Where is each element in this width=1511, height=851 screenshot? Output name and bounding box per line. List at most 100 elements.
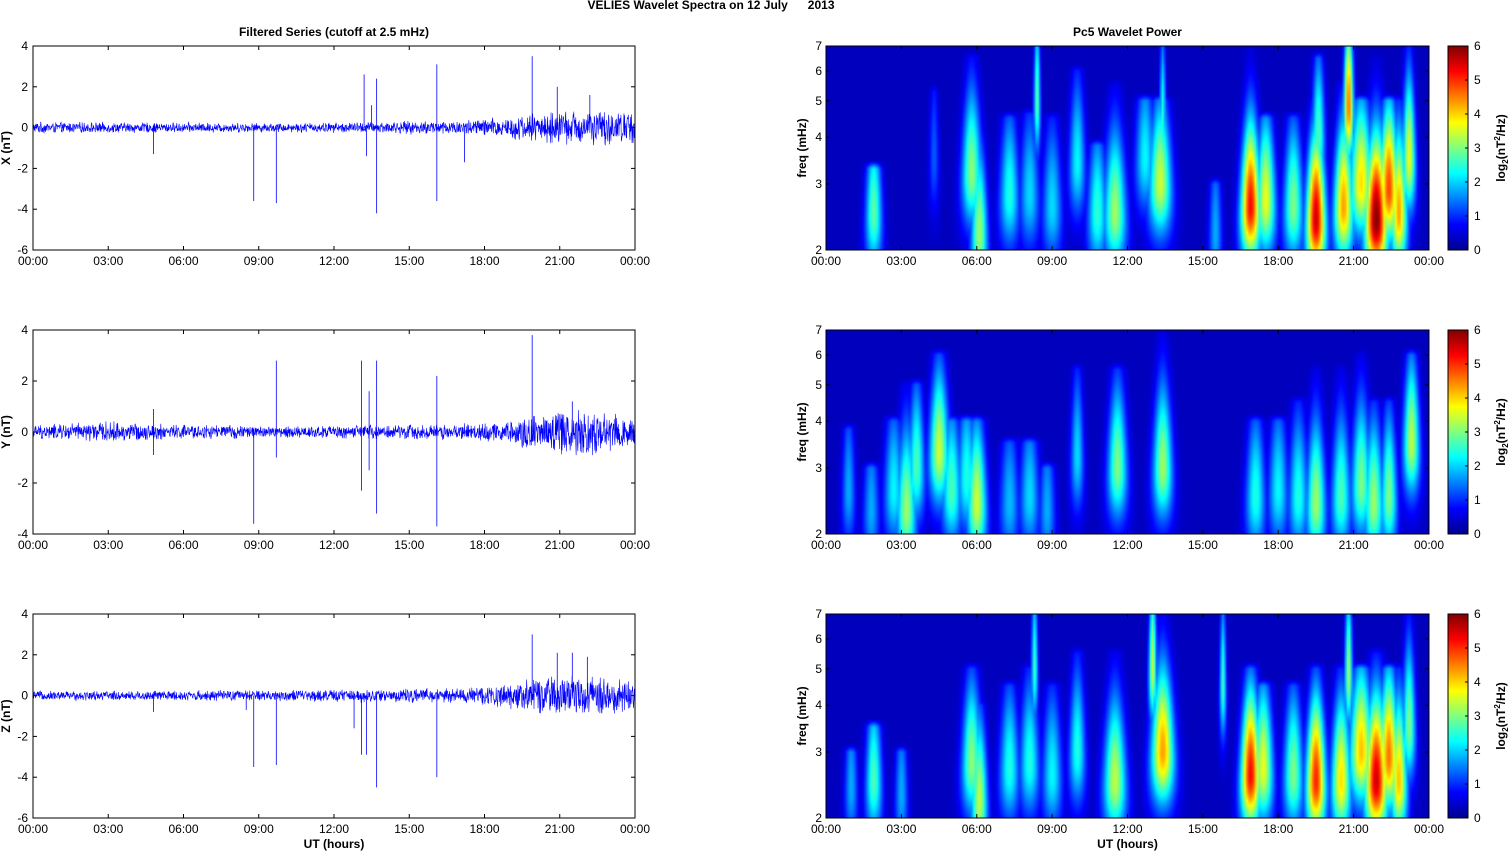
y-tick-label: 2 [815, 811, 822, 825]
colorbar-tick-label: 0 [1474, 811, 1481, 825]
x-tick-label: 18:00 [469, 822, 499, 836]
colorbar-tick-label: 3 [1474, 141, 1481, 155]
x-tick-label: 21:00 [545, 538, 575, 552]
colorbar-label-unit2: /Hz) [1494, 114, 1508, 136]
colorbar-tick-label: 5 [1474, 357, 1481, 371]
wavelet-power-image [826, 330, 1429, 534]
colorbar-label-unit2: /Hz) [1494, 682, 1508, 704]
x-tick-label: 12:00 [319, 822, 349, 836]
wavelet-panel-3: 2 3 4 5 6 7 00:00 03:00 06:00 09:00 12:00 15:00 18:0… [795, 607, 1510, 851]
x-tick-label: 06:00 [168, 538, 198, 552]
y-tick-label: 2 [21, 374, 28, 388]
colorbar-tick-label: 0 [1474, 243, 1481, 257]
x-tick-label: 06:00 [962, 254, 992, 268]
y-tick-label: 4 [21, 39, 28, 53]
y-tick-label: 2 [21, 80, 28, 94]
y-tick-label: 4 [815, 698, 822, 712]
wavelet-power-image [826, 46, 1429, 250]
colorbar-label-text: log [1494, 732, 1508, 750]
y-tick-label: 0 [21, 121, 28, 135]
colorbar-label-text: log [1494, 164, 1508, 182]
x-tick-label: 12:00 [1112, 538, 1142, 552]
y-tick-label: -2 [17, 729, 28, 743]
y-axis-label: freq (mHz) [795, 402, 809, 461]
y-tick-label: 3 [815, 177, 822, 191]
y-tick-label: 4 [21, 323, 28, 337]
x-tick-label: 21:00 [545, 254, 575, 268]
y-axis-label: Y (nT) [0, 415, 13, 449]
series-panel-3: -6 -4 -2 0 2 4 00:00 03:00 06:00 09:00 12:00 15:00 1… [0, 607, 650, 851]
x-tick-label: 00:00 [18, 254, 48, 268]
y-tick-label: -4 [17, 202, 28, 216]
x-tick-label: 00:00 [18, 822, 48, 836]
x-tick-label: 03:00 [93, 538, 123, 552]
y-tick-label: 5 [815, 378, 822, 392]
y-tick-label: -4 [17, 527, 28, 541]
y-tick-label: -4 [17, 770, 28, 784]
x-tick-label: 09:00 [1037, 538, 1067, 552]
y-tick-label: 6 [815, 632, 822, 646]
panel-title: Filtered Series (cutoff at 2.5 mHz) [239, 25, 429, 39]
y-tick-label: -2 [17, 161, 28, 175]
x-tick-label: 18:00 [469, 538, 499, 552]
x-tick-label: 12:00 [1112, 254, 1142, 268]
colorbar-tick-label: 6 [1474, 607, 1481, 621]
colorbar-label-sup: 2 [1493, 704, 1502, 709]
panel-title: Pc5 Wavelet Power [1073, 25, 1182, 39]
x-tick-label: 00:00 [18, 538, 48, 552]
wavelet-power-image [826, 614, 1429, 818]
wavelet-panel-2: 2 3 4 5 6 7 00:00 03:00 06:00 09:00 12:00 15:00 18:0… [795, 323, 1510, 552]
plot-area [33, 46, 635, 250]
x-tick-label: 15:00 [394, 822, 424, 836]
y-tick-label: 4 [21, 607, 28, 621]
colorbar-label-sup: 2 [1493, 136, 1502, 141]
colorbar-tick-label: 1 [1474, 777, 1481, 791]
x-tick-label: 21:00 [1339, 538, 1369, 552]
colorbar-label-text: log [1494, 448, 1508, 466]
x-tick-label: 00:00 [1414, 538, 1444, 552]
y-tick-label: 2 [21, 648, 28, 662]
y-tick-label: 6 [815, 64, 822, 78]
x-tick-label: 00:00 [620, 538, 650, 552]
x-tick-label: 00:00 [620, 822, 650, 836]
y-tick-label: -2 [17, 476, 28, 490]
x-tick-label: 12:00 [319, 254, 349, 268]
colorbar-tick-label: 4 [1474, 675, 1481, 689]
y-tick-label: 7 [815, 607, 822, 621]
x-tick-label: 09:00 [244, 538, 274, 552]
colorbar-tick-label: 6 [1474, 39, 1481, 53]
y-tick-label: 4 [815, 130, 822, 144]
x-tick-label: 06:00 [962, 822, 992, 836]
x-axis-label: UT (hours) [1097, 837, 1158, 851]
plot-area [33, 614, 635, 818]
x-tick-label: 03:00 [886, 822, 916, 836]
x-tick-label: 12:00 [1112, 822, 1142, 836]
x-tick-label: 03:00 [886, 538, 916, 552]
x-tick-label: 00:00 [1414, 822, 1444, 836]
x-tick-label: 21:00 [1339, 822, 1369, 836]
colorbar-label-unit: (nT [1494, 140, 1508, 159]
colorbar-label-unit: (nT [1494, 708, 1508, 727]
colorbar-tick-label: 3 [1474, 425, 1481, 439]
x-tick-label: 06:00 [168, 254, 198, 268]
colorbar-tick-label: 2 [1474, 459, 1481, 473]
x-tick-label: 09:00 [244, 822, 274, 836]
y-tick-label: 4 [815, 414, 822, 428]
x-tick-label: 03:00 [886, 254, 916, 268]
colorbar-tick-label: 2 [1474, 743, 1481, 757]
colorbar-label-sup: 2 [1493, 420, 1502, 425]
x-tick-label: 00:00 [811, 538, 841, 552]
y-tick-label: 7 [815, 323, 822, 337]
y-tick-label: 0 [21, 689, 28, 703]
y-tick-label: 7 [815, 39, 822, 53]
colorbar-tick-label: 4 [1474, 391, 1481, 405]
colorbar-label: log2(nT2/Hz) [1493, 114, 1510, 182]
colorbar-label: log2(nT2/Hz) [1493, 398, 1510, 466]
y-axis-label: X (nT) [0, 131, 13, 165]
x-tick-label: 15:00 [394, 254, 424, 268]
series-panel-1: -6 -4 -2 0 2 4 00:00 03:00 06:00 09:00 12:00 15:00 1… [0, 25, 650, 268]
y-tick-label: 3 [815, 461, 822, 475]
x-tick-label: 12:00 [319, 538, 349, 552]
